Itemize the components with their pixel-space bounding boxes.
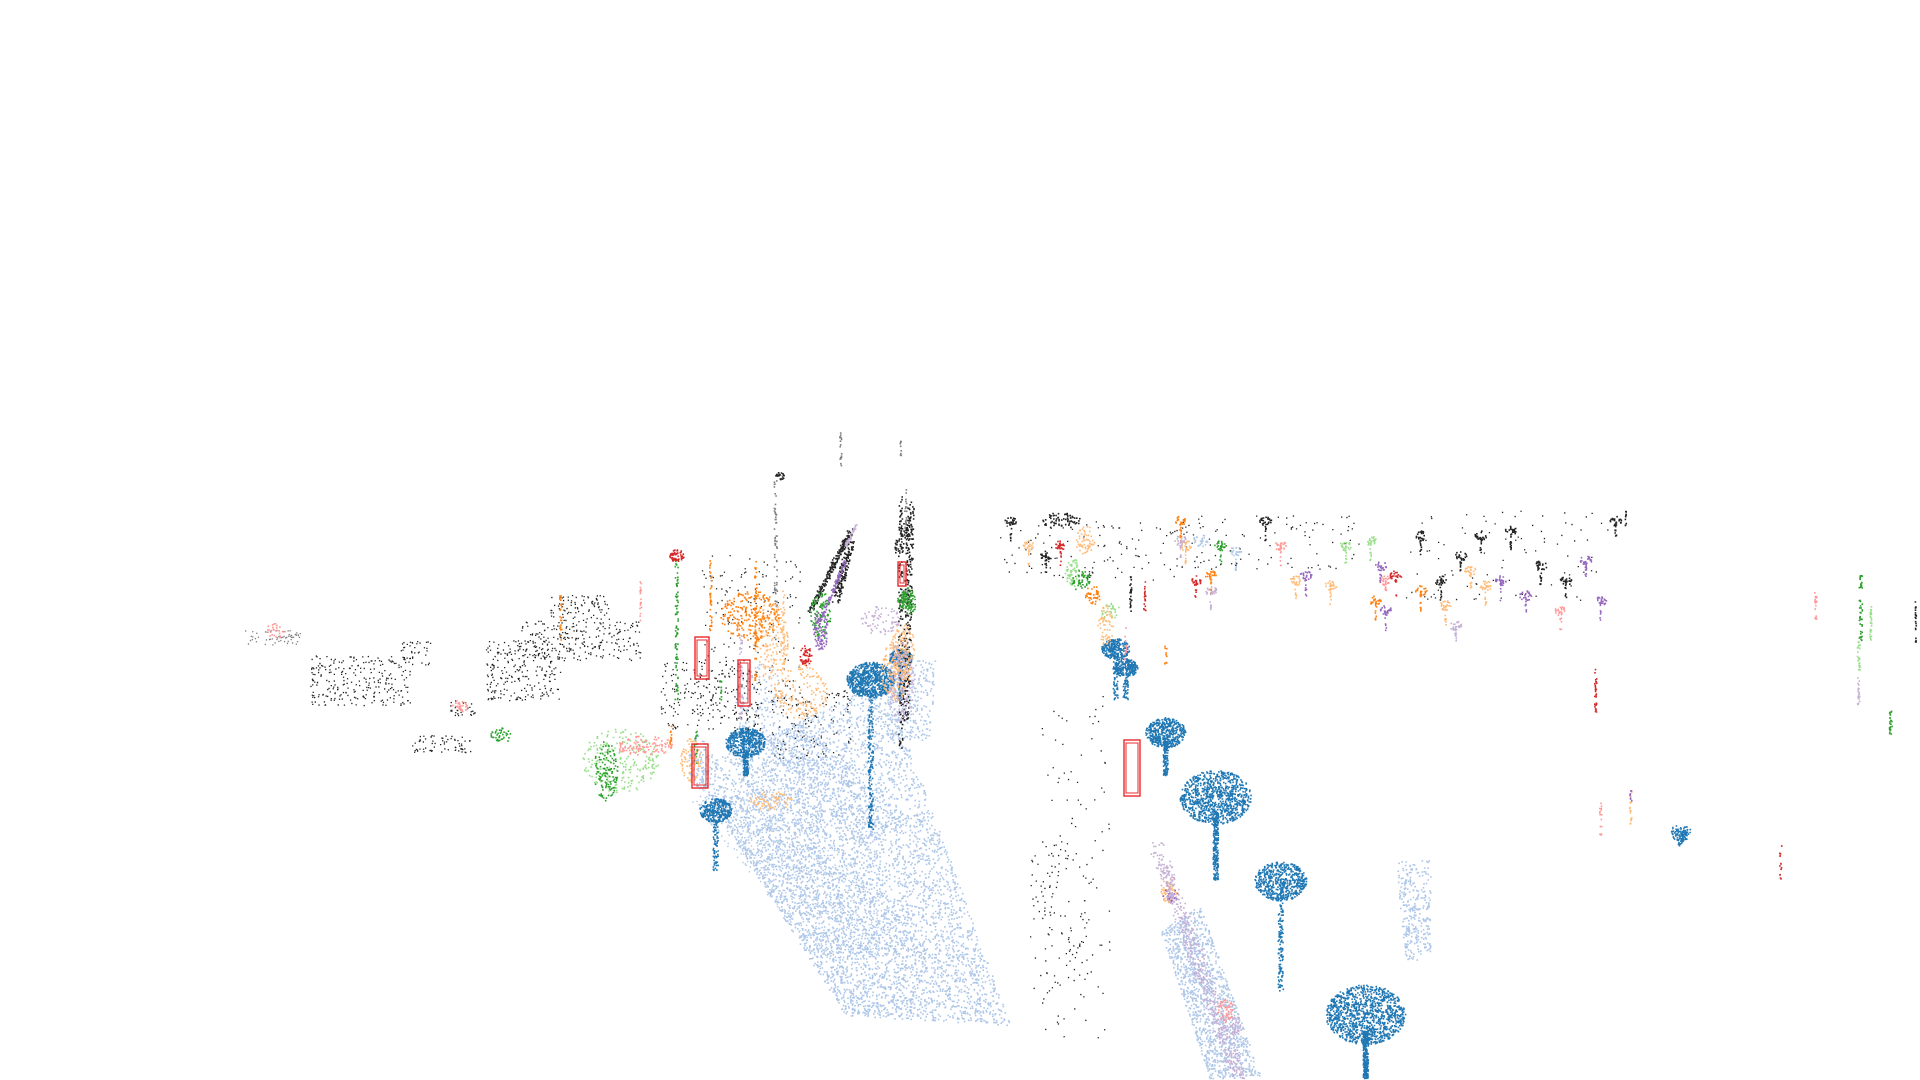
point-group-8 bbox=[559, 515, 1428, 745]
bounding-box-5[interactable] bbox=[1123, 739, 1141, 797]
bounding-box-1[interactable] bbox=[694, 636, 710, 680]
bounding-box-2[interactable] bbox=[737, 659, 751, 707]
bounding-box-4[interactable] bbox=[897, 561, 907, 587]
bounding-box-3[interactable] bbox=[691, 743, 709, 789]
point-group-2 bbox=[245, 432, 908, 646]
point-cloud bbox=[245, 432, 1918, 1080]
bounding-boxes bbox=[691, 561, 1141, 797]
